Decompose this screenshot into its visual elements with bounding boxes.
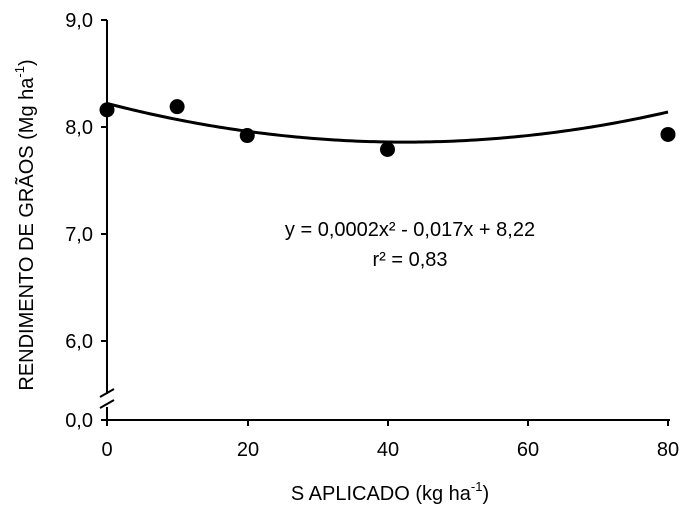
x-tick-label: 20 <box>237 439 259 461</box>
data-point <box>380 141 395 157</box>
y-tick-label: 7,0 <box>65 224 93 246</box>
data-point <box>169 99 185 115</box>
y-tick-label: 6,0 <box>65 331 93 353</box>
trendline <box>106 102 669 144</box>
data-point <box>239 128 255 144</box>
x-tick-label: 80 <box>657 439 679 461</box>
data-point <box>660 126 676 142</box>
data-points <box>99 99 676 157</box>
x-tick-label: 0 <box>101 439 112 461</box>
y-tick-label: 8,0 <box>65 117 93 139</box>
x-tick-label: 60 <box>517 439 539 461</box>
axis-break-mark-2 <box>99 399 115 409</box>
equation-label: y = 0,0002x² - 0,017x + 8,22 <box>285 219 535 241</box>
y-tick-label: 9,0 <box>65 10 93 32</box>
y-axis-title-sup: -1 <box>12 66 27 78</box>
r-squared-label: r² = 0,83 <box>372 249 447 271</box>
axis-break-mark-1 <box>99 388 115 398</box>
x-axis-title: S APLICADO (kg ha-1) <box>291 479 489 505</box>
y-tick-label: 0,0 <box>65 410 93 432</box>
data-point <box>99 102 115 118</box>
x-tick-label: 40 <box>377 439 399 461</box>
x-axis-title-main: S APLICADO (kg ha <box>291 483 472 505</box>
x-axis-title-sup: -1 <box>471 479 483 494</box>
x-axis-title-end: ) <box>482 483 489 505</box>
y-axis-title-end: ) <box>16 59 38 66</box>
y-axis-title-main: RENDIMENTO DE GRÃOS (Mg ha <box>14 77 38 391</box>
y-axis-title: RENDIMENTO DE GRÃOS (Mg ha-1) <box>12 59 38 390</box>
